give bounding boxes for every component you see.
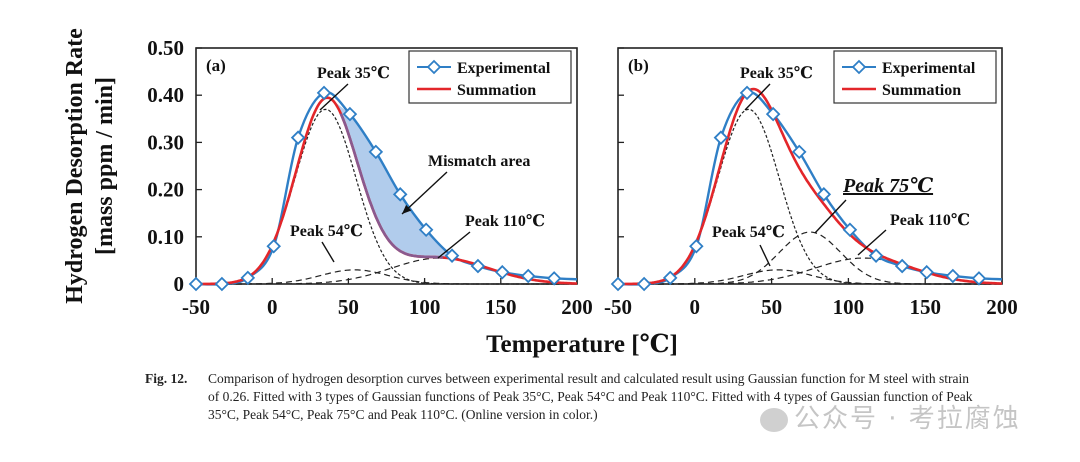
y-tick-label: 0.10 xyxy=(147,225,184,249)
y-tick-label: 0.40 xyxy=(147,83,184,107)
component-curve xyxy=(618,108,1002,285)
experimental-line xyxy=(617,91,1003,286)
experimental-marker xyxy=(919,264,935,280)
experimental-marker xyxy=(662,270,678,286)
chart-panel-b: -50 0 50 100 150 200 (b) Experimental Summation P… xyxy=(604,47,1018,319)
y-axis-title: Hydrogen Desorption Rate xyxy=(62,28,88,304)
y-tick-label: 0.20 xyxy=(147,178,184,202)
x-tick-label: 200 xyxy=(986,295,1018,319)
x-tick-label: 200 xyxy=(561,295,593,319)
experimental-marker xyxy=(791,144,807,160)
experimental-marker xyxy=(868,248,884,263)
x-tick-label: 0 xyxy=(690,295,701,319)
legend-diamond-icon xyxy=(426,59,442,75)
legend-label-experimental: Experimental xyxy=(882,60,976,77)
annotation-label: Peak 54℃ xyxy=(290,223,363,240)
y-tick-label: 0.50 xyxy=(147,36,184,60)
experimental-line xyxy=(195,91,578,286)
legend-label-summation: Summation xyxy=(457,82,536,99)
x-tick-label: -50 xyxy=(604,295,632,319)
x-axis-title: Temperature [℃] xyxy=(486,331,678,358)
component-curve xyxy=(618,257,1002,285)
annotation-leader-line xyxy=(744,83,771,111)
legend-box xyxy=(408,50,572,104)
annotation-leader-line xyxy=(437,231,471,259)
y-tick-label: 0.30 xyxy=(147,130,184,154)
annotation-label: Mismatch area xyxy=(428,153,530,170)
experimental-marker xyxy=(689,238,704,254)
arrow-head-icon xyxy=(402,204,412,214)
annotation-leader-line xyxy=(759,244,771,267)
annotation-leader-line xyxy=(319,83,349,111)
experimental-marker xyxy=(945,268,961,284)
legend-diamond-icon xyxy=(851,59,867,75)
annotation-leader-line xyxy=(857,229,887,256)
summation-line xyxy=(618,87,1002,286)
experimental-marker xyxy=(444,248,460,263)
experimental-marker xyxy=(418,222,434,237)
experimental-marker xyxy=(240,270,256,286)
experimental-marker xyxy=(816,187,832,202)
plot-frame xyxy=(617,47,1003,285)
annotation-label: Peak 110℃ xyxy=(465,213,545,230)
annotation-label: Peak 110℃ xyxy=(890,212,970,229)
watermark-text: 公众号 · 考拉腐蚀 xyxy=(794,404,1021,434)
annotation-label: Peak 75℃ xyxy=(842,175,933,197)
experimental-marker xyxy=(316,85,332,101)
experimental-marker xyxy=(546,271,562,286)
annotation-leader-line xyxy=(814,199,847,234)
x-tick-label: 50 xyxy=(338,295,359,319)
x-tick-label: 0 xyxy=(267,295,278,319)
summation-mismatch-edge xyxy=(339,113,443,259)
watermark: 公众号 · 考拉腐蚀 xyxy=(760,398,1021,435)
experimental-marker xyxy=(290,130,306,145)
experimental-marker xyxy=(739,85,755,101)
annotation-label: Peak 35℃ xyxy=(317,65,390,82)
annotation-label: Peak 35℃ xyxy=(740,65,813,82)
x-tick-label: 100 xyxy=(833,295,865,319)
experimental-marker xyxy=(765,106,781,122)
experimental-marker xyxy=(713,130,729,145)
mismatch-area xyxy=(336,102,449,259)
experimental-marker xyxy=(610,276,626,292)
x-tick-label: 150 xyxy=(485,295,517,319)
experimental-marker xyxy=(188,276,204,292)
experimental-marker xyxy=(266,238,281,254)
experimental-marker xyxy=(342,106,358,122)
x-tick-label: 50 xyxy=(761,295,782,319)
x-tick-label: 150 xyxy=(909,295,941,319)
annotation-leader-line xyxy=(401,171,448,215)
experimental-marker xyxy=(214,276,230,292)
x-tick-label: -50 xyxy=(182,295,210,319)
experimental-marker xyxy=(636,276,652,292)
experimental-marker xyxy=(470,258,486,274)
annotation-label: Peak 54℃ xyxy=(712,224,785,241)
experimental-marker xyxy=(392,187,408,202)
x-tick-label: 100 xyxy=(409,295,441,319)
plot-frame xyxy=(195,47,578,285)
experimental-marker xyxy=(971,271,987,286)
panel-label: (b) xyxy=(628,56,649,75)
caption-label: Fig. 12. xyxy=(145,371,188,386)
experimental-marker xyxy=(894,258,910,274)
annotation-leader-line xyxy=(321,241,335,263)
caption-text: Comparison of hydrogen desorption curves… xyxy=(208,371,973,422)
legend-label-summation: Summation xyxy=(882,82,961,99)
experimental-marker xyxy=(842,222,858,237)
experimental-marker xyxy=(520,268,536,284)
panel-label: (a) xyxy=(206,56,226,75)
y-axis-subtitle: [mass ppm / min] xyxy=(92,77,118,255)
experimental-marker xyxy=(368,144,384,160)
wechat-icon xyxy=(760,407,788,432)
legend-label-experimental: Experimental xyxy=(457,60,551,77)
component-curve xyxy=(196,257,577,285)
legend-box xyxy=(833,50,997,104)
y-tick-label: 0 xyxy=(174,272,185,296)
experimental-marker xyxy=(495,264,510,280)
